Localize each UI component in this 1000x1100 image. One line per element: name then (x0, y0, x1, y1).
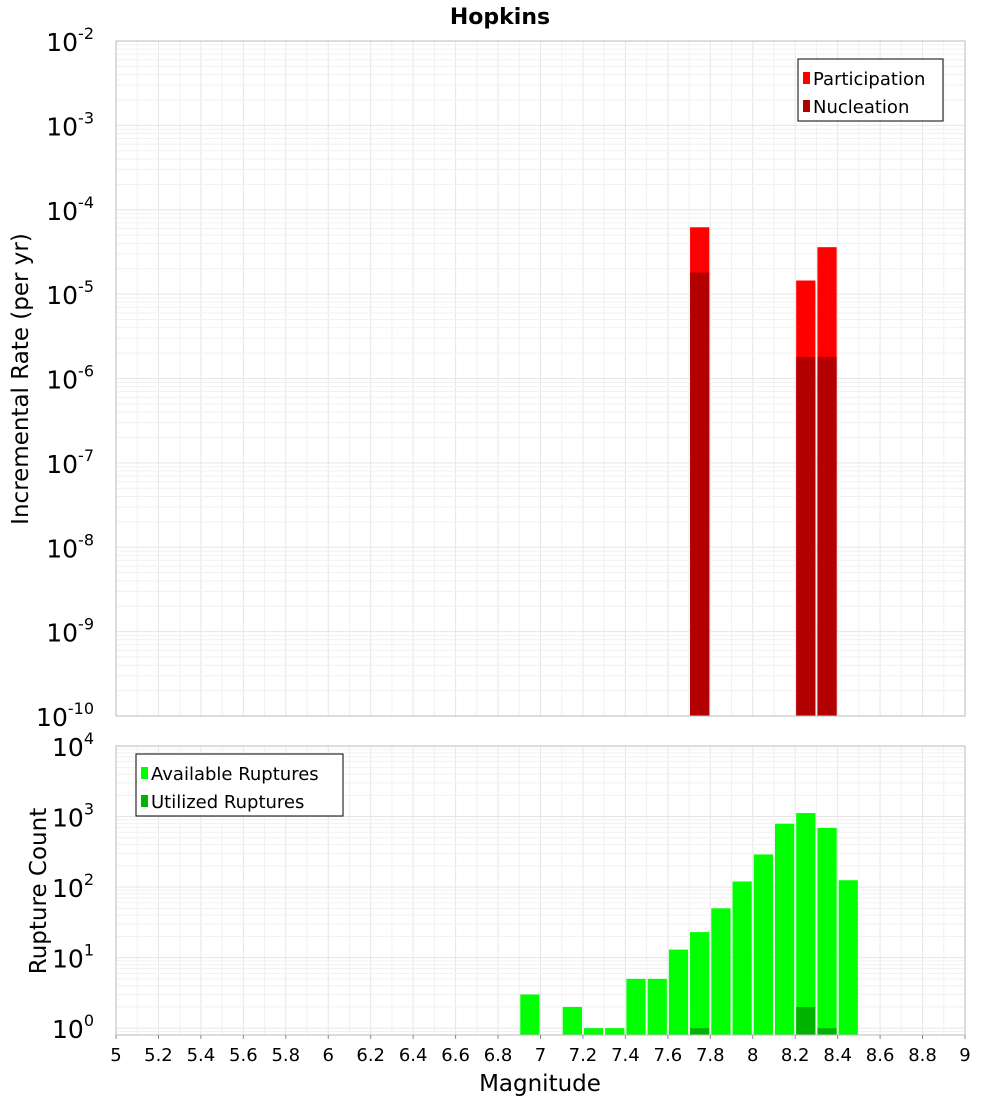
x-tick-label: 5.8 (271, 1045, 300, 1066)
x-tick-label: 8.4 (823, 1045, 852, 1066)
top-legend-label: Participation (813, 69, 925, 90)
bottom-bar-utilized-ruptures (817, 1028, 837, 1035)
x-axis-label: Magnitude (479, 1071, 601, 1097)
top-y-tick-label: 10-5 (46, 277, 94, 310)
x-tick-label: 9 (959, 1045, 970, 1066)
bottom-y-tick-label: 102 (52, 870, 94, 903)
bottom-bar-available-ruptures (690, 932, 710, 1035)
top-y-tick-label: 10-9 (46, 615, 94, 648)
bottom-y-axis-label: Rupture Count (26, 808, 52, 974)
top-y-tick-label: 10-8 (46, 530, 94, 563)
bottom-bar-available-ruptures (626, 978, 646, 1035)
x-tick-label: 6.4 (399, 1045, 428, 1066)
bottom-bar-available-ruptures (732, 881, 752, 1035)
bottom-legend-swatch (141, 767, 148, 779)
bottom-bar-utilized-ruptures (796, 1006, 816, 1035)
top-plot-frame (115, 40, 966, 717)
x-tick-label: 7.6 (654, 1045, 683, 1066)
x-tick-label: 8.6 (866, 1045, 895, 1066)
x-tick-label: 8 (747, 1045, 758, 1066)
bottom-bar-available-ruptures (774, 823, 795, 1035)
bottom-y-tick-label: 103 (52, 800, 94, 833)
grid-layer (115, 40, 966, 1036)
x-tick-label: 7.2 (569, 1045, 598, 1066)
top-legend-box (797, 58, 944, 122)
bottom-bar-available-ruptures (605, 1028, 625, 1035)
bottom-bar-available-ruptures (817, 827, 837, 1035)
bottom-y-tick-label: 101 (52, 941, 94, 974)
x-tick-label: 6 (323, 1045, 334, 1066)
x-tick-label: 5 (110, 1045, 121, 1066)
bottom-bar-available-ruptures (647, 978, 667, 1035)
x-tick-label: 6.2 (356, 1045, 385, 1066)
bottom-bar-available-ruptures (796, 813, 816, 1035)
top-y-axis-label: Incremental Rate (per yr) (8, 233, 34, 525)
top-legend-swatch (803, 100, 810, 112)
top-y-tick-label: 10-7 (46, 446, 94, 479)
bottom-y-tick-label: 100 (52, 1011, 94, 1044)
bottom-bar-available-ruptures (753, 854, 773, 1035)
x-tick-label: 5.4 (187, 1045, 216, 1066)
bars-layer (520, 227, 858, 1035)
bottom-bar-available-ruptures (668, 949, 689, 1035)
x-tick-label: 8.8 (908, 1045, 937, 1066)
bottom-bar-available-ruptures (520, 994, 540, 1035)
top-y-tick-label: 10-4 (46, 193, 94, 226)
top-y-tick-label: 10-3 (46, 108, 94, 141)
top-bar-nucleation (817, 356, 837, 716)
bottom-y-tick-label: 104 (52, 729, 94, 762)
bottom-bar-available-ruptures (562, 1006, 582, 1035)
ticks-layer: 10-10 10-9 10-8 10-7 10-6 10-5 10-4 10-3 10-2 100… (36, 24, 971, 1066)
bottom-bar-available-ruptures (711, 908, 731, 1035)
bottom-bar-utilized-ruptures (690, 1028, 710, 1035)
x-tick-label: 6.6 (441, 1045, 470, 1066)
legend-layer: Participation Nucleation Available Rupture… (135, 58, 944, 817)
top-bar-nucleation (690, 272, 710, 716)
bottom-legend-swatch (141, 795, 148, 807)
x-tick-label: 7 (535, 1045, 546, 1066)
x-tick-label: 8.2 (781, 1045, 810, 1066)
x-tick-label: 5.6 (229, 1045, 258, 1066)
bottom-legend-box (135, 753, 344, 817)
top-legend-swatch (803, 72, 810, 84)
bottom-legend-label: Utilized Ruptures (151, 792, 304, 813)
top-y-tick-label: 10-10 (36, 699, 94, 732)
x-tick-label: 6.8 (484, 1045, 513, 1066)
top-y-tick-label: 10-6 (46, 362, 94, 395)
x-tick-label: 7.8 (696, 1045, 725, 1066)
top-y-tick-label: 10-2 (46, 24, 94, 57)
chart-title: Hopkins (450, 5, 550, 30)
x-tick-label: 7.4 (611, 1045, 640, 1066)
bottom-bar-available-ruptures (583, 1028, 604, 1035)
x-tick-label: 5.2 (144, 1045, 173, 1066)
top-legend-label: Nucleation (813, 97, 909, 118)
bottom-legend-label: Available Ruptures (151, 764, 319, 785)
top-bar-nucleation (796, 356, 816, 716)
bottom-bar-available-ruptures (838, 880, 858, 1035)
